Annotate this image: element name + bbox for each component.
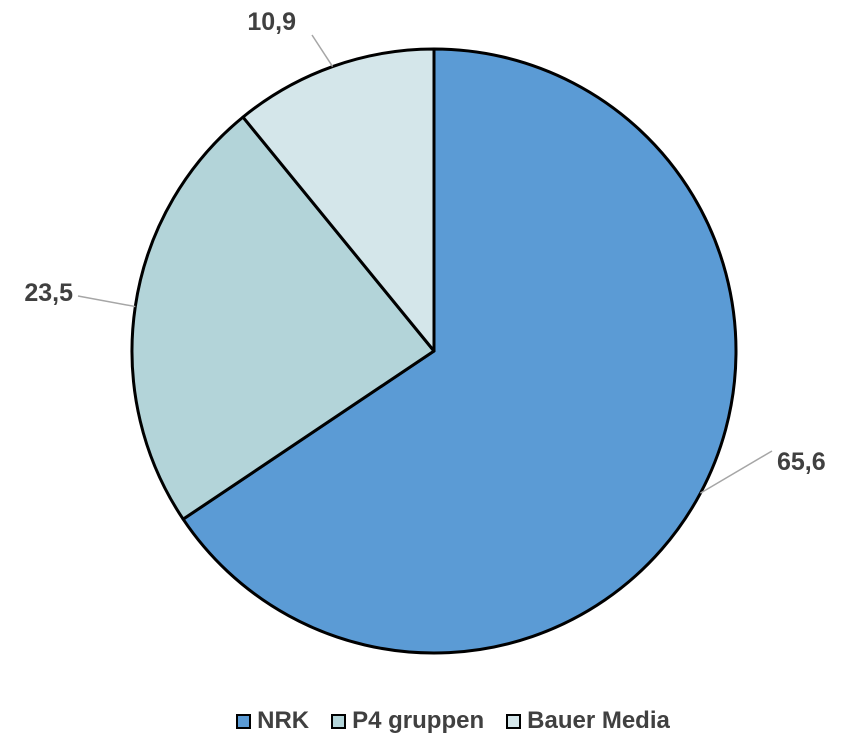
legend-item-nrk: NRK [236,707,309,735]
legend-label-nrk: NRK [257,707,310,734]
legend-label-p4-gruppen: P4 gruppen [352,707,485,734]
data-labels: 65,6 23,5 10,9 [24,8,825,476]
leader-line-bauer-media [311,34,334,67]
data-label-bauer-media: 10,9 [247,8,296,36]
pie-slices [130,47,738,655]
leader-line-nrk [700,450,773,494]
pie-slice-p4-gruppen [130,115,436,521]
pie-slice-bauer-media [241,47,436,353]
legend-swatch-p4-gruppen [331,713,347,729]
leader-line-p4-gruppen [77,295,136,308]
legend-label-bauer-media: Bauer Media [527,707,670,734]
legend-swatch-bauer-media [506,713,522,729]
leader-lines [77,34,773,494]
legend-item-bauer-media: Bauer Media [506,707,670,735]
legend: NRK P4 gruppen Bauer Media [0,703,854,739]
data-label-p4-gruppen: 23,5 [24,279,73,307]
data-label-nrk: 65,6 [777,448,826,476]
legend-item-p4-gruppen: P4 gruppen [331,707,484,735]
legend-swatch-nrk [236,713,252,729]
